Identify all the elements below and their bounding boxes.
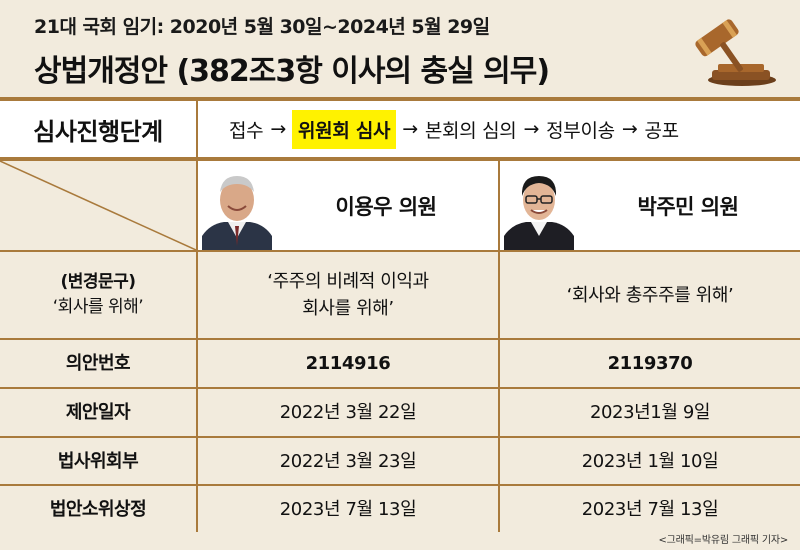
cell-park-committee-referral: 2023년 1월 10일 <box>581 450 719 472</box>
header: 21대 국회 임기: 2020년 5월 30일~2024년 5월 29일 상법개… <box>0 0 800 98</box>
table-row: 제안일자 2022년 3월 22일 2023년1월 9일 <box>0 389 800 436</box>
cell-lee-committee-referral: 2022년 3월 23일 <box>279 450 417 472</box>
row-rule <box>0 250 800 252</box>
row-label-subcommittee: 법안소위상정 <box>49 498 147 520</box>
cell-line: ‘주주의 비례적 이익과 <box>267 271 429 292</box>
row-label-proposal-date: 제안일자 <box>65 402 131 423</box>
divider <box>196 250 198 532</box>
cell-lee-proposal-date: 2022년 3월 22일 <box>279 402 417 423</box>
portrait-lee-avatar <box>202 176 272 250</box>
arrow-right-icon: → <box>402 118 418 140</box>
table-row: 의안번호 2114916 2119370 <box>0 340 800 387</box>
term-subtitle: 21대 국회 임기: 2020년 5월 30일~2024년 5월 29일 <box>34 16 490 38</box>
arrow-right-icon: → <box>523 118 540 140</box>
row-label-line: ‘회사를 위해’ <box>52 297 144 317</box>
lawmaker-name-park: 박주민 의원 <box>637 194 739 219</box>
divider <box>498 250 500 532</box>
lawmaker-cell-lee: 이용우 의원 <box>198 161 498 250</box>
divider <box>196 161 198 250</box>
row-rule <box>0 484 800 486</box>
table-row: (변경문구) ‘회사를 위해’ ‘주주의 비례적 이익과 회사를 위해’ ‘회사… <box>0 252 800 338</box>
stage-step-committee-current: 위원회 심사 <box>292 109 397 149</box>
row-label-line: (변경문구) <box>60 271 136 292</box>
diagonal-corner-cell <box>0 161 196 250</box>
cell-lee-subcommittee: 2023년 7월 13일 <box>279 498 417 520</box>
stage-label: 심사진행단계 <box>33 117 163 146</box>
stage-row: 심사진행단계 접수 → 위원회 심사 → 본회의 심의 → 정부이송 → 공포 <box>0 101 800 157</box>
divider <box>498 161 500 250</box>
arrow-right-icon: → <box>270 118 286 140</box>
stage-step-received: 접수 <box>229 119 264 142</box>
top-rule <box>0 97 800 101</box>
gavel-icon <box>695 19 776 86</box>
stage-step-promulgation: 공포 <box>644 119 679 142</box>
stage-flow: 접수 → 위원회 심사 → 본회의 심의 → 정부이송 → 공포 <box>198 101 800 157</box>
row-label-changed-wording: (변경문구) ‘회사를 위해’ <box>0 252 196 338</box>
table-row: 법안소위상정 2023년 7월 13일 2023년 7월 13일 <box>0 486 800 532</box>
cell-lee-wording: ‘주주의 비례적 이익과 회사를 위해’ <box>198 252 498 338</box>
lawmaker-cell-park: 박주민 의원 <box>500 161 800 250</box>
stage-step-plenary: 본회의 심의 <box>424 119 517 142</box>
row-label-committee-referral: 법사위회부 <box>57 450 139 472</box>
row-rule <box>0 387 800 389</box>
cell-park-bill-number: 2119370 <box>607 353 693 374</box>
row-rule <box>0 436 800 438</box>
divider <box>196 101 198 157</box>
graphic-credit: <그래픽=박유림 그래픽 기자> <box>658 535 789 546</box>
row-rule <box>0 338 800 340</box>
page-title: 상법개정안 (382조3항 이사의 충실 의무) <box>34 54 550 89</box>
cell-lee-bill-number: 2114916 <box>305 353 391 374</box>
lawmaker-name-lee: 이용우 의원 <box>335 194 437 219</box>
mid-rule <box>0 157 800 161</box>
portrait-park-avatar <box>504 176 574 250</box>
cell-park-proposal-date: 2023년1월 9일 <box>589 402 711 423</box>
arrow-right-icon: → <box>621 118 638 140</box>
cell-line: 회사를 위해’ <box>302 298 394 319</box>
table-row: 법사위회부 2022년 3월 23일 2023년 1월 10일 <box>0 438 800 484</box>
cell-park-subcommittee: 2023년 7월 13일 <box>581 498 719 520</box>
row-label-bill-number: 의안번호 <box>65 353 131 374</box>
lawmaker-header-row: 이용우 의원 박주민 의원 <box>0 161 800 250</box>
stage-step-transfer: 정부이송 <box>546 119 615 142</box>
cell-park-wording: ‘회사와 총주주를 위해’ <box>566 284 734 306</box>
